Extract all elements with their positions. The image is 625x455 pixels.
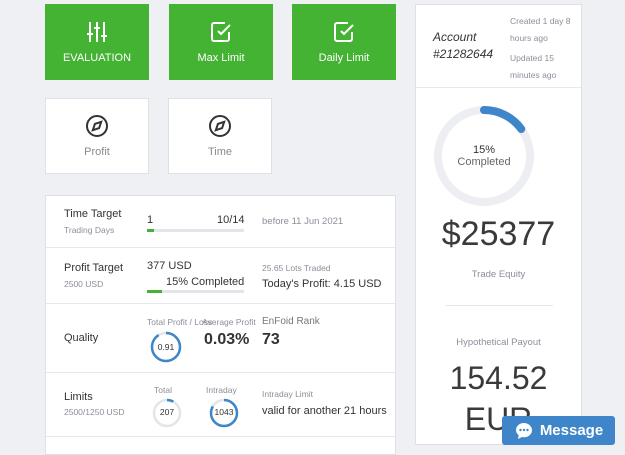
limits-row: Limits 2500/1250 USD Total 207 Intraday … (46, 373, 395, 437)
stats-panel: Time Target Trading Days 1 10/14 before … (45, 195, 396, 455)
row-subtitle: Trading Days (64, 225, 115, 235)
account-label: Account (433, 30, 477, 44)
profit-target-row: Profit Target 2500 USD 377 USD 15% Compl… (46, 248, 395, 304)
compass-icon (86, 115, 108, 137)
checkbox-icon (334, 22, 354, 42)
row-title: Limits (64, 391, 93, 403)
time-progress-bar (147, 229, 244, 232)
average-profit-value: 0.03% (204, 331, 250, 348)
total-limit-ring (152, 398, 182, 428)
row-subtitle: 2500 USD (64, 279, 104, 289)
profit-completed: 15% Completed (166, 276, 245, 288)
profit-amount: 377 USD (147, 260, 192, 272)
time-current: 1 (147, 214, 154, 226)
time-deadline: before 11 Jun 2021 (262, 216, 344, 227)
row-subtitle: 2500/1250 USD (64, 407, 125, 417)
intraday-label: Intraday (206, 385, 237, 395)
tile-label: Time (207, 146, 233, 158)
row-title: Time Target (64, 208, 122, 220)
tile-time[interactable]: Time (168, 98, 272, 174)
tile-label: Profit (84, 146, 110, 158)
tile-label: Daily Limit (318, 52, 370, 64)
account-created: Created 1 day 8 hours ago (510, 16, 571, 43)
lots-traded: 25.65 Lots Traded (262, 263, 331, 273)
label-average-profit: Average Profit (202, 317, 256, 327)
tile-daily-limit[interactable]: Daily Limit (292, 4, 396, 80)
tile-profit[interactable]: Profit (45, 98, 149, 174)
message-label: Message (539, 422, 604, 439)
account-updated: Updated 15 minutes ago (510, 53, 557, 80)
intraday-limit-title: Intraday Limit (262, 389, 314, 399)
tile-evaluation[interactable]: EVALUATION (45, 4, 149, 80)
account-panel: Account #21282644 Created 1 day 8 hours … (415, 4, 582, 445)
time-target-row: Time Target Trading Days 1 10/14 before … (46, 196, 395, 248)
label-rank: EnFoid Rank (262, 316, 320, 327)
today-profit: Today's Profit: 4.15 USD (262, 278, 382, 290)
total-limit-value: 207 (159, 407, 175, 417)
compass-icon (209, 115, 231, 137)
rank-value: 73 (262, 331, 280, 348)
intraday-limit-ring (209, 398, 239, 428)
row-title: Profit Target (64, 262, 124, 274)
chat-bubble-icon (515, 422, 532, 439)
payout-label: Hypothetical Payout (456, 337, 541, 348)
quality-ratio-ring (150, 331, 182, 363)
account-header: Account #21282644 Created 1 day 8 hours … (416, 5, 581, 88)
payout-value: 154.52 (449, 360, 548, 396)
quality-row: Quality Total Profit / Loss Average Prof… (46, 304, 395, 373)
tile-label: Max Limit (197, 52, 245, 64)
tile-max-limit[interactable]: Max Limit (169, 4, 273, 80)
total-label: Total (154, 385, 172, 395)
sliders-icon (87, 22, 107, 42)
completion-percent: 15% (472, 144, 496, 156)
row-title: Quality (64, 332, 99, 344)
trade-equity-value: $25377 (441, 215, 556, 253)
profit-progress-bar (147, 290, 244, 293)
trade-equity-label: Trade Equity (471, 269, 526, 280)
intraday-limit-text: valid for another 21 hours (262, 405, 387, 417)
completion-ring (434, 106, 534, 206)
checkbox-icon (211, 22, 231, 42)
label-total-profit: Total Profit / Loss (147, 317, 213, 327)
quality-ratio-value: 0.91 (157, 342, 175, 352)
completion-label: Completed (457, 156, 511, 168)
tile-label: EVALUATION (62, 52, 132, 64)
intraday-limit-value: 1043 (214, 407, 234, 417)
divider (446, 305, 553, 306)
message-button[interactable]: Message (502, 416, 615, 445)
account-number: #21282644 (433, 47, 494, 61)
time-total: 10/14 (217, 214, 245, 226)
